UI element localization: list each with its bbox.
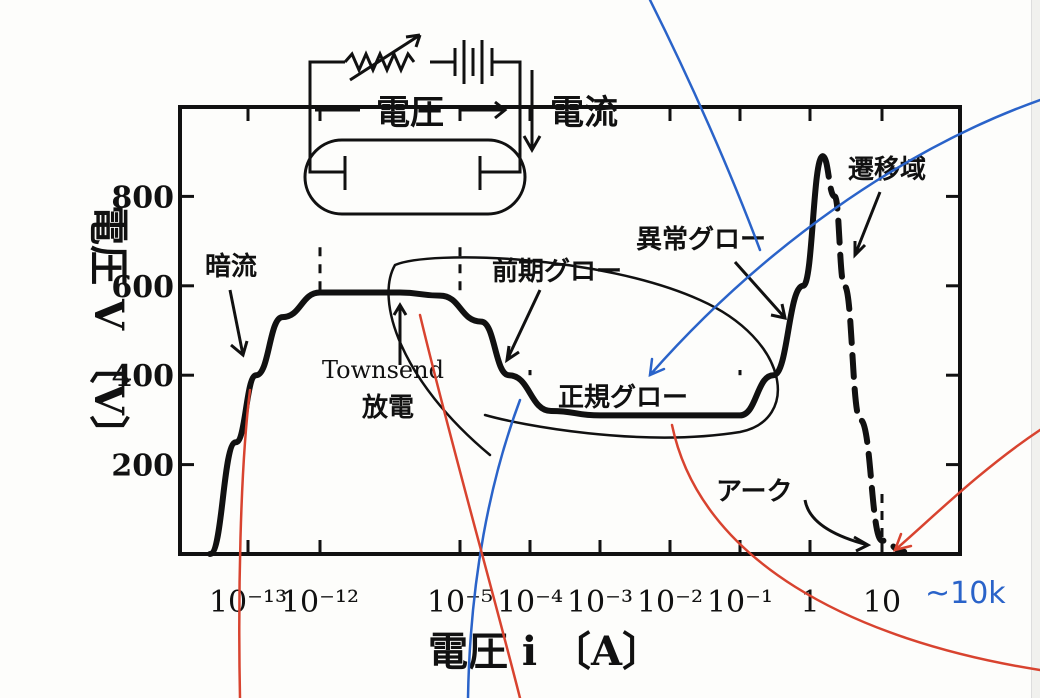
- scroll-edge: [1031, 0, 1040, 698]
- circuit-wire-right: [480, 110, 522, 174]
- circuit-wire-top: [308, 60, 522, 110]
- arrow-dark-current: [228, 289, 249, 358]
- label-abnormal-glow: 異常グロー: [636, 225, 766, 255]
- x-tick-label: 10: [863, 585, 901, 620]
- y-tick-label: 200: [111, 449, 174, 484]
- label-dark-current: 暗流: [205, 252, 257, 282]
- x-tick-label: 10⁻⁵: [427, 585, 493, 620]
- resistor-symbol: [343, 50, 416, 74]
- plot-frame: [178, 105, 962, 556]
- handwritten-marks: [238, 0, 1040, 698]
- y-tick-label: 400: [111, 359, 174, 394]
- discharge-curve: [207, 153, 826, 557]
- red-line-2: [418, 313, 522, 698]
- label-townsend-discharge: 放電: [361, 392, 414, 423]
- curves-layer: [207, 153, 908, 557]
- red-line-1: [238, 388, 252, 698]
- x-tick-label: 10⁻¹: [707, 585, 773, 620]
- x-tick-label: 10⁻¹³: [209, 585, 287, 620]
- arrow-transition: [853, 191, 882, 259]
- dashed-guides: [318, 240, 884, 554]
- blue-arrow-normal-glow: [648, 98, 1040, 378]
- y-tick-label: 600: [111, 270, 174, 305]
- arrow-townsend: [392, 302, 408, 365]
- black-loop: [387, 256, 779, 457]
- current-arrow: [522, 70, 542, 154]
- x-tick-label: 10⁻⁴: [497, 585, 563, 620]
- x-axis-title: 電圧 i 〔A〕: [428, 628, 662, 675]
- blue-line-long: [648, 0, 762, 252]
- circuit-diagram: [303, 33, 542, 216]
- x-tick-label: 10⁻²: [637, 585, 703, 620]
- label-arc: アーク: [716, 477, 792, 507]
- red-arrow-arc: [892, 428, 1040, 552]
- variable-arrow: [349, 33, 421, 82]
- label-townsend: Townsend: [322, 356, 444, 384]
- red-line-3: [670, 423, 1040, 672]
- arrow-abnormal-glow: [733, 261, 787, 320]
- label-transition: 遷移域: [848, 155, 926, 185]
- circuit-current-label: 電流: [550, 93, 618, 133]
- x-tick-label: 1: [800, 585, 819, 620]
- arrow-pre-glow: [505, 289, 542, 364]
- transition-dashed-curve: [819, 153, 908, 555]
- arrow-arc: [803, 499, 872, 553]
- x-tick-label: 10⁻³: [567, 585, 633, 620]
- y-tick-label: 800: [111, 180, 174, 215]
- blue-line-down: [466, 398, 522, 698]
- battery-symbol: [453, 40, 494, 84]
- x-tick-label: 10⁻¹²: [281, 585, 359, 620]
- circuit-voltage-label: 電圧: [376, 93, 444, 133]
- voltage-arrow-right: [460, 100, 508, 120]
- label-normal-glow: 正規グロー: [558, 383, 688, 413]
- circuit-wire-left: [308, 110, 345, 174]
- discharge-tube: [303, 138, 527, 216]
- variable-arrow-head: [405, 33, 422, 48]
- y-axis-title: 電圧 V 〔V〕: [85, 205, 132, 455]
- handwritten-note: ~10k: [925, 576, 1006, 611]
